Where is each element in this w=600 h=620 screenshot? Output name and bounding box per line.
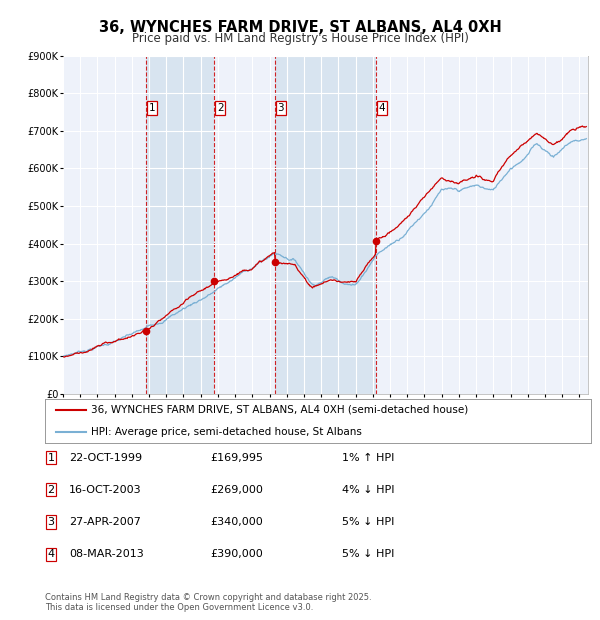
Text: £390,000: £390,000 xyxy=(210,549,263,559)
Text: 4: 4 xyxy=(379,103,385,113)
Text: £169,995: £169,995 xyxy=(210,453,263,463)
Text: 4: 4 xyxy=(47,549,55,559)
Text: 5% ↓ HPI: 5% ↓ HPI xyxy=(342,517,394,527)
Text: 3: 3 xyxy=(47,517,55,527)
Text: 2: 2 xyxy=(217,103,224,113)
Text: 36, WYNCHES FARM DRIVE, ST ALBANS, AL4 0XH: 36, WYNCHES FARM DRIVE, ST ALBANS, AL4 0… xyxy=(98,20,502,35)
Text: 5% ↓ HPI: 5% ↓ HPI xyxy=(342,549,394,559)
Text: 22-OCT-1999: 22-OCT-1999 xyxy=(69,453,142,463)
Text: 36, WYNCHES FARM DRIVE, ST ALBANS, AL4 0XH (semi-detached house): 36, WYNCHES FARM DRIVE, ST ALBANS, AL4 0… xyxy=(91,405,469,415)
Text: 16-OCT-2003: 16-OCT-2003 xyxy=(69,485,142,495)
Text: £269,000: £269,000 xyxy=(210,485,263,495)
Text: 27-APR-2007: 27-APR-2007 xyxy=(69,517,141,527)
Text: Price paid vs. HM Land Registry's House Price Index (HPI): Price paid vs. HM Land Registry's House … xyxy=(131,32,469,45)
Text: 08-MAR-2013: 08-MAR-2013 xyxy=(69,549,144,559)
Text: 1: 1 xyxy=(148,103,155,113)
Text: £340,000: £340,000 xyxy=(210,517,263,527)
Text: 1: 1 xyxy=(47,453,55,463)
Bar xyxy=(275,56,376,394)
Text: 2: 2 xyxy=(47,485,55,495)
Bar xyxy=(146,56,214,394)
Text: Contains HM Land Registry data © Crown copyright and database right 2025.
This d: Contains HM Land Registry data © Crown c… xyxy=(45,593,371,612)
Text: HPI: Average price, semi-detached house, St Albans: HPI: Average price, semi-detached house,… xyxy=(91,427,362,437)
Text: 3: 3 xyxy=(278,103,284,113)
Text: 1% ↑ HPI: 1% ↑ HPI xyxy=(342,453,394,463)
Text: 4% ↓ HPI: 4% ↓ HPI xyxy=(342,485,395,495)
